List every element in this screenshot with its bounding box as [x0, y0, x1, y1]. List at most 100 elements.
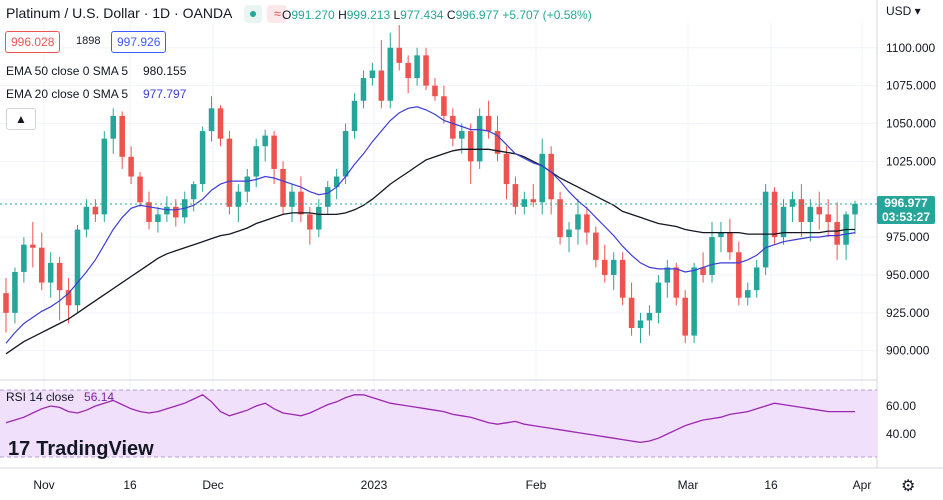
candle-body	[834, 221, 840, 245]
candle	[12, 267, 18, 324]
candle-body	[226, 138, 233, 207]
candle	[744, 282, 751, 306]
candle	[476, 108, 483, 169]
candle-body	[262, 135, 268, 147]
candle	[467, 123, 474, 185]
candle-body	[83, 206, 90, 230]
collapse-legend-button[interactable]: ▲	[6, 108, 36, 130]
candle	[494, 115, 501, 162]
sell-button[interactable]: 996.028	[5, 31, 61, 53]
candle-body	[65, 290, 72, 306]
candle-body	[128, 156, 134, 177]
tradingview-logo-icon: 17	[8, 438, 31, 460]
candle-body	[584, 214, 590, 233]
candle	[74, 224, 81, 313]
candle	[655, 274, 662, 324]
candle-body	[637, 320, 644, 329]
candle-body	[628, 297, 635, 329]
candle	[718, 221, 724, 253]
candle-body	[619, 259, 626, 298]
candle	[610, 252, 617, 291]
candle	[92, 199, 99, 222]
candle	[646, 305, 653, 336]
candle-body	[566, 229, 572, 238]
candle-body	[235, 191, 242, 207]
indicator-ema20[interactable]: EMA 20 close 0 SMA 5 977.797	[6, 87, 187, 101]
candle-body	[485, 115, 492, 132]
time-axis: Nov 16 Dec 2023 Feb Mar 16 Apr	[33, 478, 871, 492]
candle-body	[271, 135, 277, 169]
candle-body	[387, 47, 394, 101]
candle	[351, 93, 358, 139]
candle	[566, 221, 572, 253]
symbol-title[interactable]: Platinum / U.S. Dollar · 1D · OANDA ≈	[6, 5, 288, 24]
indicator-ema50[interactable]: EMA 50 close 0 SMA 5 980.155	[6, 64, 187, 78]
candle	[637, 312, 644, 344]
tradingview-logo[interactable]: 17 TradingView	[8, 438, 154, 460]
candle	[101, 131, 108, 222]
ohlc-values: O991.270 H999.213 L977.434 C996.977 +5.7…	[282, 8, 592, 22]
spread-value: 1898	[76, 35, 101, 47]
candle-body	[423, 55, 429, 86]
data-feed-icon[interactable]: ≈	[267, 5, 288, 24]
candle-body	[601, 259, 608, 275]
candle-body	[92, 206, 99, 215]
candle-body	[673, 267, 680, 298]
candle-body	[30, 244, 36, 248]
candle-body	[316, 206, 322, 230]
rsi-range-fill	[0, 390, 877, 457]
candle	[691, 262, 697, 344]
candle-body	[539, 153, 545, 203]
candle	[146, 191, 152, 230]
time-tick-label: 16	[764, 478, 778, 492]
candle-body	[825, 214, 831, 222]
candle-body	[146, 202, 152, 222]
candle-body	[342, 131, 349, 177]
candle-body	[298, 191, 304, 215]
price-tick-label: 1075.000	[886, 79, 936, 93]
candle	[119, 111, 125, 169]
price-tick-label: 900.000	[886, 344, 930, 358]
candle	[333, 168, 340, 200]
rsi-legend[interactable]: RSI 14 close 56.14	[6, 390, 115, 404]
candle-body	[253, 146, 260, 177]
candle	[65, 278, 72, 324]
candle	[584, 206, 590, 245]
buy-button[interactable]: 997.926	[111, 31, 167, 53]
candle	[807, 199, 814, 242]
market-status-icon[interactable]	[243, 5, 262, 24]
candle	[30, 221, 36, 268]
candle-body	[521, 199, 528, 207]
settings-gear-icon[interactable]: ⚙	[901, 478, 916, 495]
candle	[682, 290, 688, 344]
candle	[324, 181, 331, 215]
candle	[190, 181, 197, 212]
time-tick-label: Feb	[526, 478, 547, 492]
candle-body	[762, 191, 769, 268]
candle	[387, 32, 394, 109]
candle	[217, 105, 224, 147]
candle-body	[47, 262, 54, 283]
candle-body	[736, 252, 742, 298]
candle-body	[512, 184, 519, 207]
last-price-label: 996.977 03:53:27	[877, 196, 935, 224]
candle	[110, 108, 117, 154]
candle	[360, 70, 367, 109]
candle	[664, 259, 671, 298]
candle-body	[593, 232, 599, 260]
candle-body	[450, 115, 456, 139]
ema20-line	[5, 106, 856, 344]
time-tick-label: Apr	[853, 478, 872, 492]
candle-body	[816, 206, 823, 215]
candle	[47, 252, 54, 298]
candle	[530, 184, 537, 207]
currency-selector[interactable]: USD ▾	[886, 4, 921, 18]
candle	[164, 196, 170, 222]
candle	[753, 259, 760, 298]
candle	[727, 218, 733, 260]
candle-body	[432, 85, 438, 97]
price-tick-label: 925.000	[886, 306, 930, 320]
candle-body	[280, 168, 286, 207]
candle-body	[441, 96, 447, 116]
